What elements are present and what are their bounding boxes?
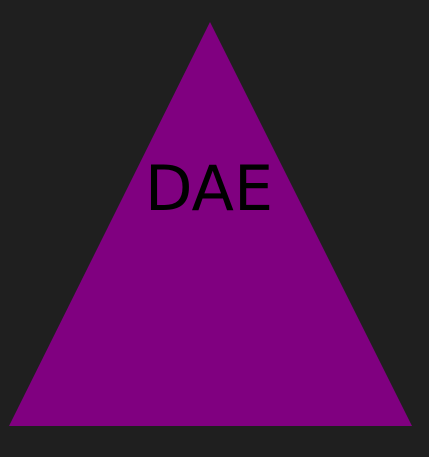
purple-triangle (9, 22, 412, 426)
triangle-label: DAE (144, 152, 274, 225)
